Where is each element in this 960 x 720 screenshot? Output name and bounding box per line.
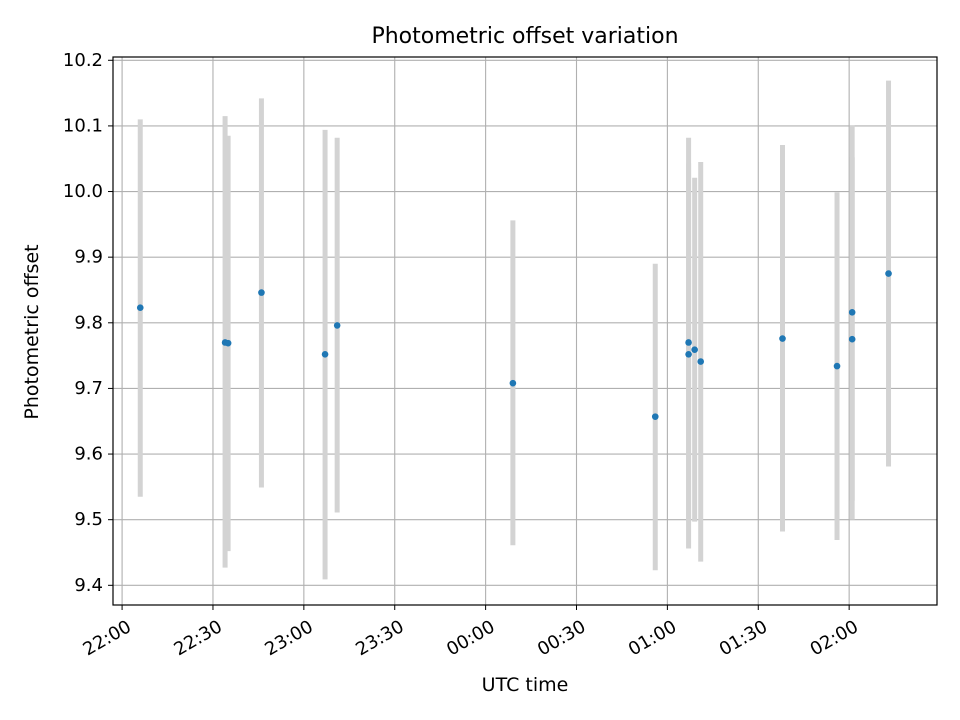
- x-tick-label: 22:00: [80, 616, 135, 660]
- y-tick-label: 9.6: [74, 444, 103, 465]
- y-tick-label: 9.8: [74, 312, 103, 333]
- data-point: [779, 335, 786, 342]
- y-axis-ticks: 9.4 9.5 9.6 9.7 9.8 9.9 10.0 10.1 10.2: [63, 50, 113, 596]
- data-point: [833, 362, 841, 370]
- error-bars: [137, 80, 892, 580]
- x-tick-label: 01:30: [716, 616, 771, 660]
- x-tick-label: 00:00: [443, 616, 498, 660]
- y-tick-label: 9.7: [74, 378, 103, 399]
- x-tick-label: 23:30: [352, 616, 407, 660]
- data-point: [321, 350, 329, 358]
- data-point: [509, 379, 517, 387]
- y-tick-label: 9.5: [74, 509, 103, 530]
- plot-area-frame: [112, 56, 938, 606]
- y-axis-label: Photometric offset: [21, 244, 43, 419]
- data-point: [685, 339, 692, 346]
- data-point: [848, 335, 856, 343]
- data-point: [333, 322, 341, 329]
- y-tick-label: 9.4: [74, 575, 103, 596]
- data-point: [258, 289, 265, 296]
- data-point: [224, 339, 232, 347]
- data-point: [651, 413, 659, 420]
- data-point: [685, 350, 692, 358]
- y-tick-label: 10.2: [63, 50, 103, 71]
- data-point: [697, 358, 705, 365]
- y-tick-label: 9.9: [74, 247, 103, 268]
- data-points: [136, 270, 892, 420]
- y-tick-label: 10.0: [63, 181, 103, 202]
- x-axis-label: UTC time: [482, 674, 569, 696]
- x-tick-label: 01:00: [625, 616, 680, 660]
- y-tick-label: 10.1: [63, 115, 103, 136]
- chart-title: Photometric offset variation: [371, 24, 678, 49]
- data-point: [885, 270, 892, 277]
- data-point: [848, 308, 856, 316]
- x-tick-label: 00:30: [534, 616, 589, 660]
- x-tick-label: 22:30: [170, 616, 225, 660]
- x-tick-label: 23:00: [261, 616, 316, 660]
- x-axis-ticks: 22:00 22:30 23:00 23:30 00:00 00:30 01:00 01:30…: [80, 605, 862, 660]
- x-tick-label: 02:00: [807, 616, 862, 660]
- grid-lines: [113, 57, 937, 605]
- data-point: [136, 304, 144, 312]
- data-point: [691, 346, 698, 354]
